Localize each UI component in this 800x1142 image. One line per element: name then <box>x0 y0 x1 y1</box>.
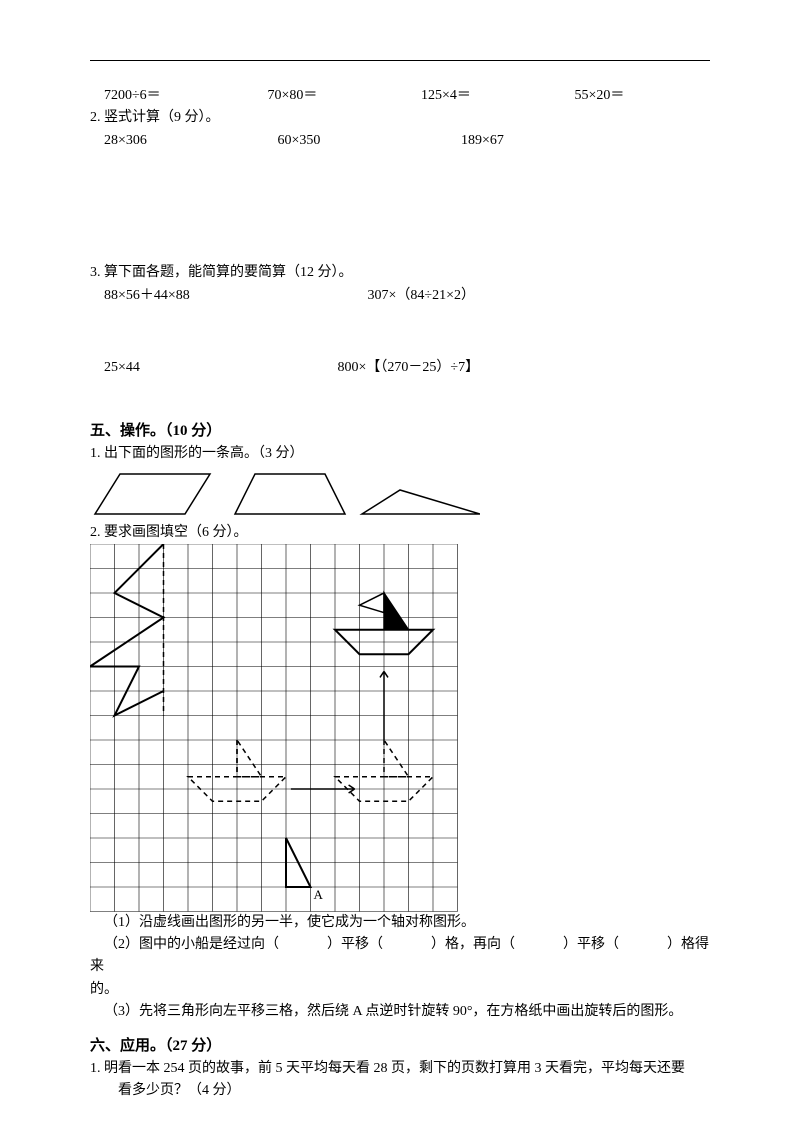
sec5-p2: 2. 要求画图填空（6 分）。 <box>90 522 710 544</box>
t: （2）图中的小船是经过向（ <box>104 937 279 952</box>
section5-heading: 五、操作。（10 分） <box>90 419 710 443</box>
sec5-sub2f: 的。 <box>90 979 710 1001</box>
q3-eq: 88×56＋44×88 <box>104 285 364 307</box>
top-rule <box>90 60 710 61</box>
triangle-shape <box>362 490 480 514</box>
section6-heading: 六、应用。（27 分） <box>90 1034 710 1058</box>
sec5-sub2: （2）图中的小船是经过向（）平移（）格，再向（）平移（）格得来 <box>90 934 710 979</box>
q3-eq: 307×（84÷21×2） <box>368 285 475 307</box>
q3-row-b: 25×44 800×【（270－25）÷7】 <box>90 357 710 379</box>
parallelogram-shape <box>95 474 210 514</box>
grid-svg: A <box>90 544 458 912</box>
sec5-sub3: （3）先将三角形向左平移三格，然后绕 A 点逆时针旋转 90°，在方格纸中画出旋… <box>90 1001 710 1023</box>
q1-eq: 55×20＝ <box>575 85 625 107</box>
t: ）格，再向（ <box>431 937 515 952</box>
q2-row: 28×306 60×350 189×67 <box>90 130 710 152</box>
t: ）平移（ <box>563 937 619 952</box>
q2-eq: 189×67 <box>461 130 504 152</box>
shapes-svg <box>90 466 480 522</box>
svg-text:A: A <box>314 887 324 902</box>
q3-eq: 800×【（270－25）÷7】 <box>338 357 480 379</box>
q1-eq: 7200÷6＝ <box>104 85 264 107</box>
sec5-sub1: （1）沿虚线画出图形的另一半，使它成为一个轴对称图形。 <box>90 912 710 934</box>
q2-eq: 28×306 <box>104 130 274 152</box>
q1-eq: 125×4＝ <box>421 85 571 107</box>
q3-row-a: 88×56＋44×88 307×（84÷21×2） <box>90 285 710 307</box>
sec6-p1b: 看多少页？（4 分） <box>90 1080 710 1102</box>
q2-eq: 60×350 <box>278 130 458 152</box>
sec5-p1: 1. 出下面的图形的一条高。（3 分） <box>90 443 710 465</box>
q3-eq: 25×44 <box>104 357 334 379</box>
sec6-p1a: 1. 明看一本 254 页的故事，前 5 天平均每天看 28 页，剩下的页数打算… <box>90 1058 710 1080</box>
t: ）平移（ <box>327 937 383 952</box>
q2-title: 2. 竖式计算（9 分）。 <box>90 107 710 129</box>
q1-row: 7200÷6＝ 70×80＝ 125×4＝ 55×20＝ <box>90 85 710 107</box>
trapezoid-shape <box>235 474 345 514</box>
q3-title: 3. 算下面各题，能简算的要简算（12 分）。 <box>90 262 710 284</box>
q1-eq: 70×80＝ <box>268 85 418 107</box>
